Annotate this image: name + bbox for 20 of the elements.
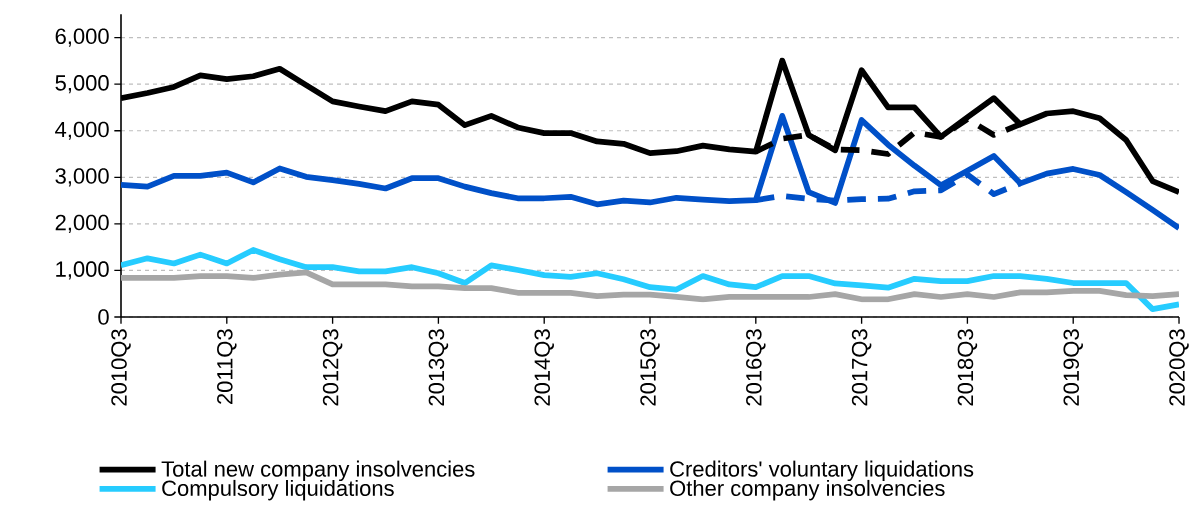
x-tick-label: 2017Q3	[851, 329, 872, 406]
y-tick-label: 4,000	[55, 121, 109, 140]
x-tick-label: 2015Q3	[640, 329, 660, 406]
y-tick-label: 0	[98, 309, 109, 325]
y-tick-label: 2,000	[55, 214, 109, 233]
x-tick-label: 2020Q3	[1169, 329, 1189, 406]
legend-label: Compulsory liquidations	[162, 479, 394, 501]
y-tick-label: 5,000	[55, 75, 109, 94]
x-tick-label: 2011Q3	[217, 329, 237, 404]
x-tick-label: 2019Q3	[1063, 329, 1083, 406]
legend-label: Other company insolvencies	[670, 479, 945, 501]
x-tick-label: 2018Q3	[957, 329, 978, 406]
x-tick-label: 2013Q3	[428, 329, 449, 406]
x-tick-label: 2016Q3	[746, 329, 766, 406]
y-tick-label: 3,000	[55, 168, 109, 187]
y-tick-label: 6,000	[55, 28, 109, 47]
x-tick-label: 2010Q3	[111, 329, 131, 406]
x-tick-label: 2012Q3	[322, 329, 343, 406]
x-tick-label: 2014Q3	[534, 329, 554, 406]
y-tick-label: 1,000	[56, 261, 109, 280]
